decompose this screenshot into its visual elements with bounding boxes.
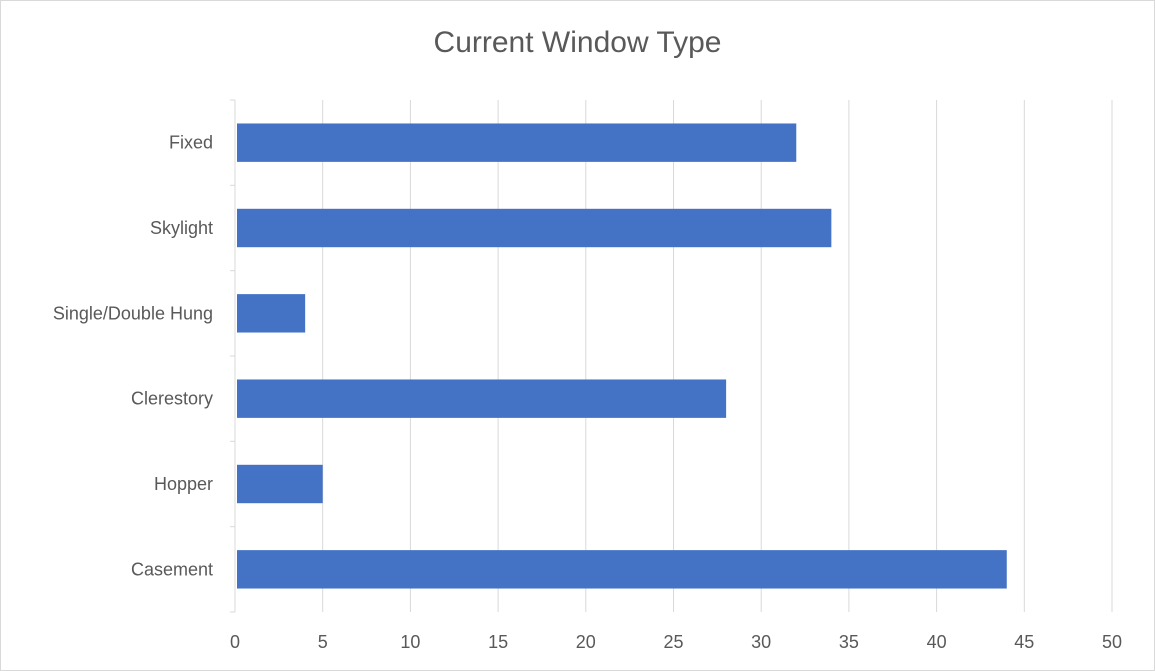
x-tick-label: 40 xyxy=(927,632,947,652)
category-labels: Fixed Skylight Single/Double Hung Clerestor… xyxy=(53,133,213,580)
x-tick-label: 15 xyxy=(488,632,508,652)
x-tick-label: 0 xyxy=(230,632,240,652)
bar xyxy=(237,550,1007,589)
category-label: Casement xyxy=(131,559,213,579)
x-tick-label: 10 xyxy=(400,632,420,652)
category-label: Hopper xyxy=(154,474,213,494)
x-tick-label: 50 xyxy=(1102,632,1122,652)
category-label: Single/Double Hung xyxy=(53,303,213,323)
category-label: Clerestory xyxy=(131,389,213,409)
category-axis xyxy=(230,99,236,613)
bar xyxy=(237,294,306,333)
x-tick-label: 25 xyxy=(663,632,683,652)
x-tick-label: 45 xyxy=(1014,632,1034,652)
x-tick-label: 35 xyxy=(839,632,859,652)
bar xyxy=(237,464,323,504)
bars xyxy=(237,123,1007,589)
bar xyxy=(237,208,832,248)
bar xyxy=(237,123,797,162)
x-tick-label: 5 xyxy=(318,632,328,652)
bar xyxy=(237,379,727,418)
x-tick-label: 30 xyxy=(751,632,771,652)
chart-title: Current Window Type xyxy=(433,26,722,59)
x-tick-label: 20 xyxy=(576,632,596,652)
x-tick-labels: 0 5 10 15 20 25 30 35 40 45 50 xyxy=(230,632,1122,652)
category-label: Skylight xyxy=(150,218,213,238)
category-label: Fixed xyxy=(169,133,213,153)
gridlines xyxy=(322,100,1113,612)
